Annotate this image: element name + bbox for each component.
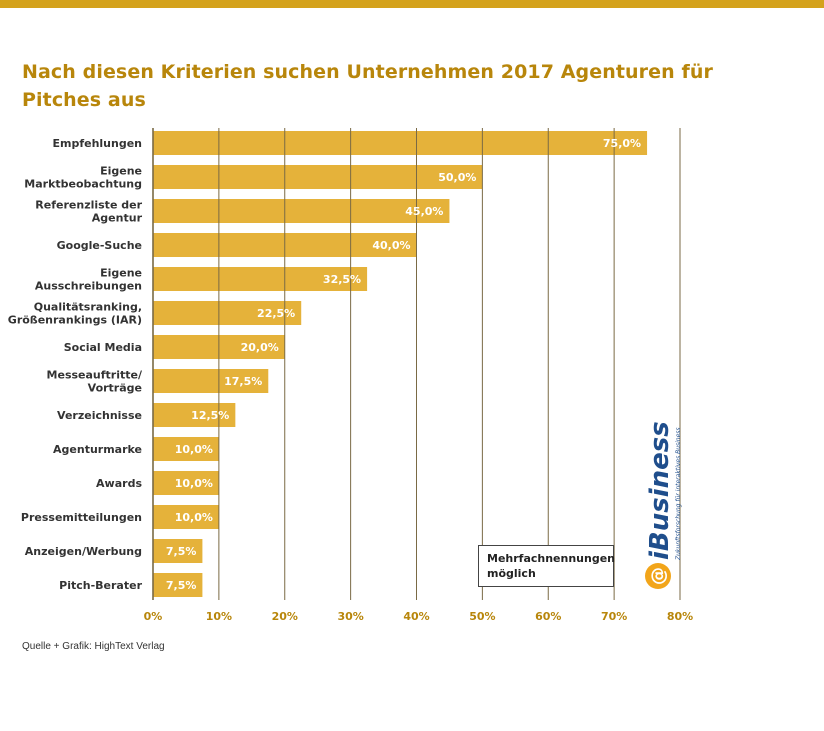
at-sign-icon (645, 563, 671, 589)
top-accent-bar (0, 0, 824, 8)
category-label: Agenturmarke (53, 443, 142, 456)
bar-value-label: 22,5% (257, 307, 295, 320)
bar-value-label: 10,0% (175, 511, 213, 524)
bar (153, 301, 302, 325)
bar-value-label: 12,5% (191, 409, 229, 422)
category-label: Eigene Marktbeobachtung (24, 165, 142, 191)
bar (153, 199, 450, 223)
x-tick-label: 80% (667, 610, 693, 623)
logo-wordmark: iBusiness (645, 421, 675, 560)
svg-text:@: @ (648, 567, 669, 585)
bar-value-label: 75,0% (603, 137, 641, 150)
category-label: Messeauftritte/Vorträge (47, 369, 143, 395)
bar (153, 131, 648, 155)
logo-tagline: Zukunftsforschung für interaktives Busin… (675, 427, 682, 561)
x-tick-label: 30% (337, 610, 363, 623)
bar (153, 165, 483, 189)
bar-value-label: 10,0% (175, 443, 213, 456)
bar (153, 505, 219, 529)
category-label: Pressemitteilungen (21, 511, 142, 524)
x-tick-label: 70% (601, 610, 627, 623)
category-label: Pitch-Berater (59, 579, 142, 592)
note-line-1: Mehrfachnennungen (487, 552, 616, 565)
category-label: Empfehlungen (52, 137, 142, 150)
bar (153, 267, 368, 291)
category-label: Anzeigen/Werbung (25, 545, 142, 558)
bar-value-label: 10,0% (175, 477, 213, 490)
bar (153, 539, 203, 563)
category-label: Social Media (64, 341, 142, 354)
x-tick-label: 20% (272, 610, 298, 623)
source-note: Quelle + Grafik: HighText Verlag (22, 641, 165, 652)
category-label: Google-Suche (57, 239, 142, 252)
category-label: Referenzliste der Agentur (35, 199, 142, 225)
bar-value-label: 20,0% (241, 341, 279, 354)
category-label: Verzeichnisse (57, 409, 142, 422)
bar (153, 437, 219, 461)
bar-value-label: 50,0% (438, 171, 476, 184)
note-box: Mehrfachnennungen möglich (478, 545, 616, 587)
x-tick-label: 50% (469, 610, 495, 623)
bar-value-label: 7,5% (166, 545, 197, 558)
bar-value-label: 45,0% (405, 205, 443, 218)
bar-value-label: 40,0% (372, 239, 410, 252)
x-tick-label: 60% (535, 610, 561, 623)
bar-value-label: 32,5% (323, 273, 361, 286)
chart-title: Nach diesen Kriterien suchen Unternehmen… (22, 61, 713, 111)
bar (153, 369, 269, 393)
bar (153, 471, 219, 495)
category-label: Eigene Ausschreibungen (35, 267, 142, 293)
x-tick-label: 10% (206, 610, 232, 623)
bar (153, 403, 236, 427)
x-tick-label: 0% (144, 610, 163, 623)
category-label: Awards (96, 477, 142, 490)
bar (153, 573, 203, 597)
note-line-2: möglich (487, 567, 536, 580)
x-tick-label: 40% (403, 610, 429, 623)
bar-value-label: 17,5% (224, 375, 262, 388)
category-label: Qualitätsranking, Größenrankings (IAR) (8, 301, 142, 327)
ibusiness-logo: @ iBusiness Zukunftsforschung für intera… (645, 421, 682, 589)
bar-value-label: 7,5% (166, 579, 197, 592)
